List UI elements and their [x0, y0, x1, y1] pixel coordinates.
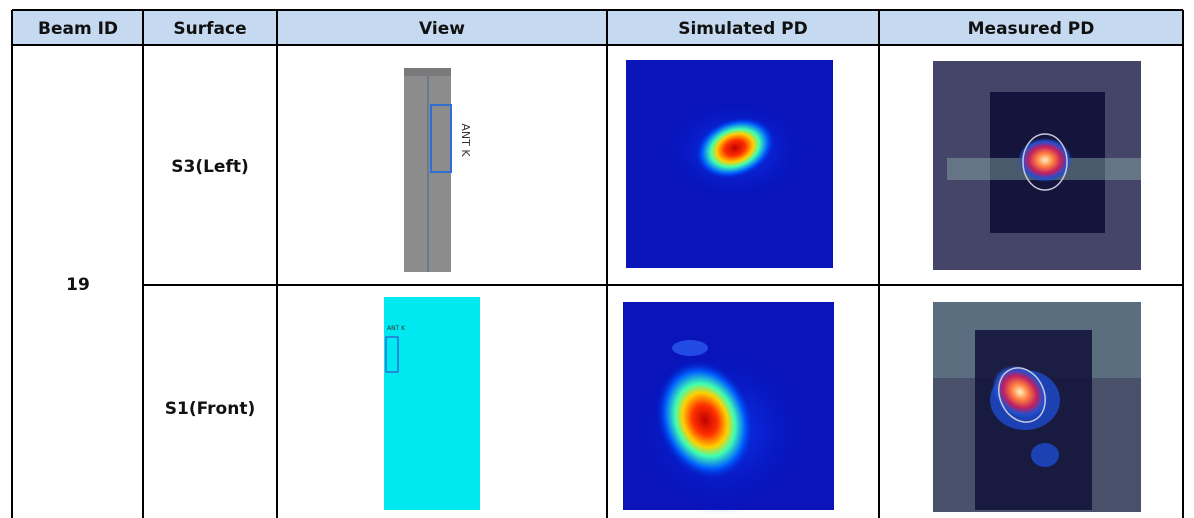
measured-image — [933, 61, 1141, 270]
surface: S3(Left) — [171, 157, 249, 177]
view-image: ANT K — [404, 68, 472, 272]
simulated-image — [623, 302, 834, 515]
view-label: ANT K — [459, 123, 472, 157]
header-cell: Measured PD — [968, 19, 1095, 39]
header-cell: Surface — [173, 19, 246, 39]
header-cell: Simulated PD — [678, 19, 808, 39]
measured-image — [933, 302, 1141, 512]
beam-id: 19 — [66, 275, 90, 295]
surface: S1(Front) — [165, 399, 255, 419]
simulated-image — [626, 60, 833, 268]
header-cell: View — [419, 19, 465, 39]
view-image: ANT K — [384, 297, 480, 510]
page: Beam ID Surface View Simulated PD Measur… — [0, 0, 1194, 518]
view-label: ANT K — [387, 325, 406, 332]
header-cell: Beam ID — [38, 19, 118, 39]
